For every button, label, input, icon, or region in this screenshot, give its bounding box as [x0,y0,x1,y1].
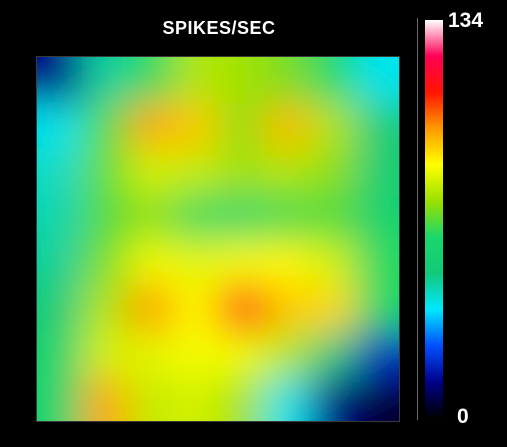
heatmap-cell [355,285,399,333]
heatmap-cell [355,148,399,196]
heatmap-cell [355,57,399,104]
heatmap-cell [37,377,84,421]
heatmap-cell [128,102,175,150]
heatmap-cell [82,148,129,196]
heatmap-cell [355,331,399,379]
heatmap-cell [173,377,220,421]
heatmap-plot-area [36,56,400,422]
heatmap-cell [310,57,357,104]
heatmap-cell [37,57,84,104]
heatmap-cell [219,331,266,379]
heatmap-cell [310,377,357,421]
heatmap-cell [82,102,129,150]
heatmap-cell [173,240,220,287]
heatmap-cell [82,194,129,241]
heatmap-cell [264,194,311,241]
heatmap-cell [264,240,311,287]
heatmap-cell [128,57,175,104]
heatmap-cell [37,331,84,379]
heatmap-cell [310,102,357,150]
heatmap-cell [82,377,129,421]
heatmap-cell [128,377,175,421]
heatmap-cell [264,57,311,104]
heatmap-cell [37,102,84,150]
heatmap-cell [355,240,399,287]
heatmap-cell [37,194,84,241]
heatmap-cell [355,194,399,241]
heatmap-cell [219,194,266,241]
heatmap-cell [310,194,357,241]
heatmap-cell [310,331,357,379]
heatmap-cell [173,285,220,333]
heatmap-cell [82,57,129,104]
heatmap-cell [37,240,84,287]
colorbar-min-label: 0 [457,405,469,428]
heatmap-cell [219,57,266,104]
heatmap-cell [355,102,399,150]
heatmap-cell [219,377,266,421]
colorbar [425,20,443,418]
heatmap-cell [37,285,84,333]
heatmap-cell [173,194,220,241]
heatmap-cell [128,285,175,333]
heatmap-cell [264,331,311,379]
heatmap-cell [173,148,220,196]
heatmap-cell [173,102,220,150]
heatmap-cell [173,57,220,104]
colorbar-axis-line [417,18,418,420]
heatmap-cell [310,285,357,333]
heatmap-cell [173,331,220,379]
heatmap-cell [219,240,266,287]
heatmap-cell [82,240,129,287]
colorbar-gradient [425,20,443,418]
heatmap-cell [264,377,311,421]
heatmap [37,57,399,421]
heatmap-cell [264,285,311,333]
chart-title: SPIKES/SEC [162,18,276,38]
heatmap-cell [82,331,129,379]
heatmap-cell [219,102,266,150]
colorbar-max-label: 134 [448,9,484,32]
heatmap-cell [355,377,399,421]
heatmap-cell [128,240,175,287]
heatmap-cell [310,240,357,287]
heatmap-cell [219,285,266,333]
heatmap-cell [128,194,175,241]
heatmap-cell [128,331,175,379]
heatmap-cell [219,148,266,196]
heatmap-cell [264,148,311,196]
heatmap-cell [310,148,357,196]
heatmap-cell [128,148,175,196]
heatmap-cell [82,285,129,333]
heatmap-cell [37,148,84,196]
heatmap-cell [264,102,311,150]
